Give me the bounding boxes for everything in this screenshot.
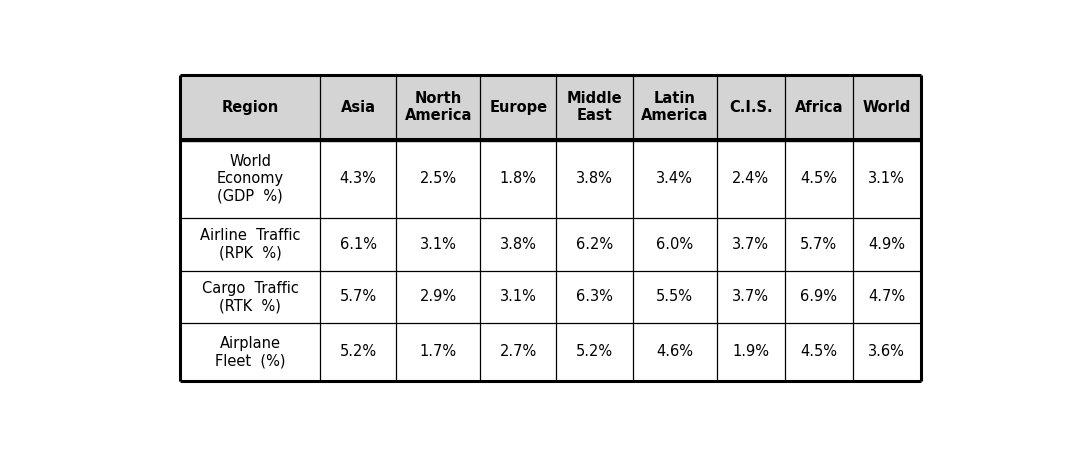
Text: 2.7%: 2.7%	[499, 345, 537, 359]
Text: 3.6%: 3.6%	[869, 345, 905, 359]
Text: C.I.S.: C.I.S.	[729, 100, 772, 115]
Bar	[396, 323, 480, 381]
Text: 3.7%: 3.7%	[732, 237, 769, 252]
Bar	[480, 75, 556, 139]
Text: 5.7%: 5.7%	[800, 237, 838, 252]
Bar	[180, 139, 320, 218]
Bar	[853, 271, 920, 323]
Bar	[853, 75, 920, 139]
Text: 3.8%: 3.8%	[500, 237, 537, 252]
Bar	[480, 323, 556, 381]
Bar	[853, 323, 920, 381]
Bar	[556, 139, 633, 218]
Text: 1.8%: 1.8%	[499, 171, 537, 186]
Text: 4.3%: 4.3%	[339, 171, 377, 186]
Bar	[785, 271, 853, 323]
Text: 6.2%: 6.2%	[576, 237, 613, 252]
Text: 2.9%: 2.9%	[420, 290, 456, 304]
Bar	[396, 271, 480, 323]
Bar	[785, 139, 853, 218]
Bar	[785, 323, 853, 381]
Text: 4.6%: 4.6%	[656, 345, 693, 359]
Bar	[853, 218, 920, 271]
Bar	[853, 139, 920, 218]
Text: 1.7%: 1.7%	[420, 345, 456, 359]
Text: North
America: North America	[405, 91, 471, 123]
Text: Asia: Asia	[340, 100, 376, 115]
Bar	[180, 271, 320, 323]
Text: Airline  Traffic
(RPK  %): Airline Traffic (RPK %)	[200, 229, 301, 261]
Text: Europe: Europe	[490, 100, 548, 115]
Text: 3.1%: 3.1%	[869, 171, 905, 186]
Bar	[320, 271, 396, 323]
Bar	[556, 218, 633, 271]
Bar	[716, 271, 785, 323]
Bar	[480, 218, 556, 271]
Bar	[633, 75, 716, 139]
Bar	[556, 323, 633, 381]
Bar	[480, 271, 556, 323]
Text: 4.5%: 4.5%	[800, 345, 838, 359]
Bar	[556, 271, 633, 323]
Text: Latin
America: Latin America	[641, 91, 708, 123]
Text: World
Economy
(GDP  %): World Economy (GDP %)	[217, 154, 284, 204]
Bar	[633, 139, 716, 218]
Text: 3.8%: 3.8%	[576, 171, 613, 186]
Bar	[396, 139, 480, 218]
Text: Airplane
Fleet  (%): Airplane Fleet (%)	[215, 336, 286, 368]
Bar	[320, 75, 396, 139]
Bar	[480, 139, 556, 218]
Text: Region: Region	[221, 100, 279, 115]
Bar	[785, 218, 853, 271]
Text: 6.3%: 6.3%	[576, 290, 613, 304]
Bar	[633, 218, 716, 271]
Text: 4.5%: 4.5%	[800, 171, 838, 186]
Bar	[320, 139, 396, 218]
Text: 5.7%: 5.7%	[339, 290, 377, 304]
Text: Africa: Africa	[795, 100, 843, 115]
Text: 4.9%: 4.9%	[868, 237, 905, 252]
Text: 1.9%: 1.9%	[732, 345, 769, 359]
Text: 6.1%: 6.1%	[339, 237, 377, 252]
Text: 6.9%: 6.9%	[800, 290, 838, 304]
Text: 3.1%: 3.1%	[420, 237, 456, 252]
Text: 3.1%: 3.1%	[500, 290, 537, 304]
Bar	[180, 75, 320, 139]
Text: 4.7%: 4.7%	[868, 290, 905, 304]
Text: 5.5%: 5.5%	[656, 290, 693, 304]
Text: 3.7%: 3.7%	[732, 290, 769, 304]
Bar	[716, 75, 785, 139]
Text: 2.5%: 2.5%	[420, 171, 456, 186]
Bar	[716, 139, 785, 218]
Bar	[396, 75, 480, 139]
Bar	[180, 218, 320, 271]
Text: 3.4%: 3.4%	[656, 171, 693, 186]
Text: 5.2%: 5.2%	[339, 345, 377, 359]
Bar	[556, 75, 633, 139]
Text: 6.0%: 6.0%	[656, 237, 693, 252]
Text: 2.4%: 2.4%	[732, 171, 769, 186]
Text: World: World	[862, 100, 911, 115]
Bar	[320, 218, 396, 271]
Bar	[180, 323, 320, 381]
Bar	[716, 218, 785, 271]
Bar	[785, 75, 853, 139]
Text: 5.2%: 5.2%	[576, 345, 613, 359]
Text: Cargo  Traffic
(RTK  %): Cargo Traffic (RTK %)	[202, 281, 299, 313]
Bar	[633, 323, 716, 381]
Bar	[396, 218, 480, 271]
Bar	[716, 323, 785, 381]
Bar	[633, 271, 716, 323]
Bar	[320, 323, 396, 381]
Text: Middle
East: Middle East	[567, 91, 622, 123]
